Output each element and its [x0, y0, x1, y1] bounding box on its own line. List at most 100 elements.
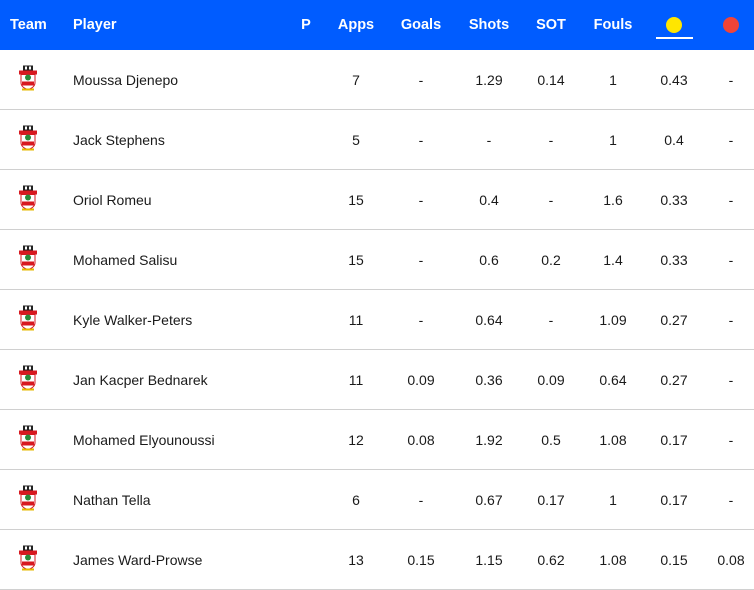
apps: 7	[352, 71, 360, 88]
goals: -	[418, 71, 424, 88]
fouls: 1.4	[603, 251, 623, 268]
team-crest-icon	[18, 125, 38, 154]
shots-on-target: -	[548, 311, 554, 328]
shots: 0.36	[475, 371, 503, 388]
goals: -	[418, 251, 424, 268]
col-yellow-cards[interactable]	[666, 17, 682, 33]
col-sot[interactable]: SOT	[536, 17, 566, 33]
team-crest-icon	[18, 185, 38, 214]
fouls: 1	[609, 71, 617, 88]
col-shots[interactable]: Shots	[468, 17, 510, 33]
red-cards: -	[728, 431, 734, 448]
red-cards: -	[728, 251, 734, 268]
red-cards: -	[728, 311, 734, 328]
team-crest-icon	[18, 485, 38, 514]
team-crest-icon	[18, 245, 38, 274]
table-header: Team Player P Apps Goals Shots SOT Fouls	[0, 0, 754, 50]
apps: 5	[352, 131, 360, 148]
goals: -	[418, 311, 424, 328]
player-name[interactable]: Moussa Djenepo	[73, 71, 179, 88]
col-player[interactable]: Player	[73, 17, 117, 33]
player-name[interactable]: Oriol Romeu	[73, 191, 152, 208]
yellow-cards: 0.33	[660, 251, 688, 268]
team-crest-icon	[18, 65, 38, 94]
table-row[interactable]: Jan Kacper Bednarek 11 0.09 0.36 0.09 0.…	[0, 350, 754, 410]
col-red-cards[interactable]	[723, 17, 739, 33]
player-name[interactable]: Mohamed Salisu	[73, 251, 178, 268]
apps: 11	[348, 371, 364, 388]
fouls: 1.08	[599, 551, 627, 568]
shots-on-target: -	[548, 131, 554, 148]
shots-on-target: 0.14	[537, 71, 565, 88]
shots: -	[486, 131, 492, 148]
team-crest-icon	[18, 305, 38, 334]
player-name[interactable]: Jack Stephens	[73, 131, 165, 148]
table-row[interactable]: Mohamed Elyounoussi 12 0.08 1.92 0.5 1.0…	[0, 410, 754, 470]
shots-on-target: 0.17	[537, 491, 565, 508]
shots: 1.29	[475, 71, 503, 88]
goals: 0.09	[407, 371, 435, 388]
apps: 15	[348, 191, 364, 208]
player-name[interactable]: Kyle Walker-Peters	[73, 311, 193, 328]
shots-on-target: 0.62	[537, 551, 565, 568]
fouls: 1	[609, 491, 617, 508]
table-row[interactable]: Kyle Walker-Peters 11 - 0.64 - 1.09 0.27…	[0, 290, 754, 350]
goals: 0.08	[407, 431, 435, 448]
apps: 6	[352, 491, 360, 508]
table-row[interactable]: James Ward-Prowse 13 0.15 1.15 0.62 1.08…	[0, 530, 754, 590]
player-name[interactable]: James Ward-Prowse	[73, 551, 203, 568]
goals: 0.15	[407, 551, 435, 568]
sort-indicator	[656, 37, 693, 39]
shots-on-target: 0.2	[541, 251, 561, 268]
shots-on-target: 0.09	[537, 371, 565, 388]
shots: 0.64	[475, 311, 503, 328]
table-body: Moussa Djenepo 7 - 1.29 0.14 1 0.43 - Ja…	[0, 50, 754, 590]
shots-on-target: -	[548, 191, 554, 208]
shots-on-target: 0.5	[541, 431, 561, 448]
fouls: 1.08	[599, 431, 627, 448]
apps: 11	[348, 311, 364, 328]
goals: -	[418, 131, 424, 148]
fouls: 1	[609, 131, 617, 148]
shots: 1.15	[475, 551, 503, 568]
team-crest-icon	[18, 545, 38, 574]
shots: 0.4	[479, 191, 499, 208]
red-cards: -	[728, 71, 734, 88]
player-name[interactable]: Mohamed Elyounoussi	[73, 431, 215, 448]
table-row[interactable]: Mohamed Salisu 15 - 0.6 0.2 1.4 0.33 -	[0, 230, 754, 290]
yellow-cards: 0.27	[660, 311, 688, 328]
yellow-cards: 0.27	[660, 371, 688, 388]
yellow-cards: 0.15	[660, 551, 688, 568]
red-card-icon	[723, 17, 739, 33]
yellow-cards: 0.33	[660, 191, 688, 208]
player-name[interactable]: Jan Kacper Bednarek	[73, 371, 208, 388]
team-crest-icon	[18, 425, 38, 454]
team-crest-icon	[18, 365, 38, 394]
shots: 1.92	[475, 431, 503, 448]
col-apps[interactable]: Apps	[337, 17, 375, 33]
table-row[interactable]: Oriol Romeu 15 - 0.4 - 1.6 0.33 -	[0, 170, 754, 230]
col-team[interactable]: Team	[10, 17, 47, 33]
col-fouls[interactable]: Fouls	[593, 17, 633, 33]
goals: -	[418, 491, 424, 508]
yellow-card-icon	[666, 17, 682, 33]
apps: 13	[348, 551, 364, 568]
apps: 15	[348, 251, 364, 268]
fouls: 1.6	[603, 191, 623, 208]
yellow-cards: 0.43	[660, 71, 688, 88]
red-cards: -	[728, 491, 734, 508]
yellow-cards: 0.17	[660, 491, 688, 508]
shots: 0.67	[475, 491, 503, 508]
shots: 0.6	[479, 251, 499, 268]
col-goals[interactable]: Goals	[400, 17, 442, 33]
apps: 12	[348, 431, 364, 448]
player-name[interactable]: Nathan Tella	[73, 491, 151, 508]
table-row[interactable]: Moussa Djenepo 7 - 1.29 0.14 1 0.43 -	[0, 50, 754, 110]
yellow-cards: 0.4	[664, 131, 684, 148]
table-row[interactable]: Jack Stephens 5 - - - 1 0.4 -	[0, 110, 754, 170]
fouls: 0.64	[599, 371, 627, 388]
red-cards: -	[728, 191, 734, 208]
red-cards: 0.08	[717, 551, 745, 568]
col-p[interactable]: P	[301, 17, 311, 33]
table-row[interactable]: Nathan Tella 6 - 0.67 0.17 1 0.17 -	[0, 470, 754, 530]
